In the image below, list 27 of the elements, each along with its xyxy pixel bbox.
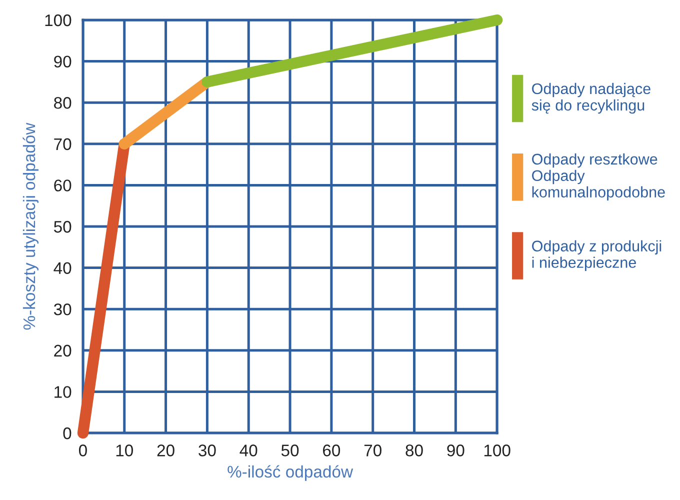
text: Odpady resztkowe Odpady komunalnopodobne xyxy=(532,153,665,201)
y-tick-label: 60 xyxy=(54,180,72,192)
text: Odpady nadające się do recyklingu xyxy=(532,82,650,114)
y-axis-title: %-koszty utylizacji odpadów xyxy=(22,122,38,330)
y-tick-label: 100 xyxy=(45,14,72,26)
y-tick-label: 80 xyxy=(54,97,72,109)
y-tick-label: 40 xyxy=(54,262,72,274)
x-tick-label: 90 xyxy=(447,444,464,456)
y-tick-label: 30 xyxy=(54,304,72,316)
x-tick-label: 10 xyxy=(116,444,133,456)
x-tick-label: 20 xyxy=(157,444,174,456)
y-tick-label: 10 xyxy=(54,386,72,398)
x-tick-label: 0 xyxy=(78,444,87,456)
x-tick-label: 80 xyxy=(406,444,423,456)
x-tick-label: 70 xyxy=(364,444,382,456)
y-tick-label: 0 xyxy=(63,427,72,440)
y-tick-label: 50 xyxy=(54,220,72,233)
x-tick-label: 40 xyxy=(240,444,258,456)
y-tick-label: 90 xyxy=(54,56,72,68)
x-tick-label: 50 xyxy=(281,444,299,456)
x-axis-title: %-ilość odpadów xyxy=(228,465,354,481)
text: Odpady z produkcji i niebezpieczne xyxy=(532,240,662,271)
x-tick-label: 100 xyxy=(484,444,510,456)
y-tick-label: 20 xyxy=(54,344,72,357)
x-tick-label: 60 xyxy=(323,444,340,456)
x-tick-label: 30 xyxy=(198,444,216,456)
y-tick-label: 70 xyxy=(54,138,72,150)
